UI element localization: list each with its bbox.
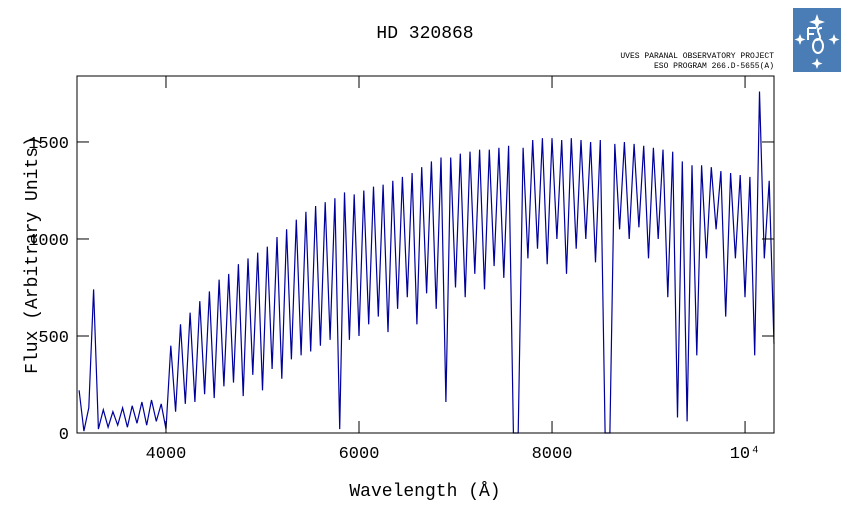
x-tick-label: 10⁴: [730, 445, 761, 464]
subtitle: ESO PROGRAM 266.D-5655(A): [654, 62, 774, 71]
subtitle: UVES PARANAL OBSERVATORY PROJECT: [620, 52, 774, 61]
x-tick-label: 8000: [532, 445, 573, 464]
y-tick-label: 1500: [28, 135, 69, 154]
x-axis-label: Wavelength (Å): [349, 481, 500, 502]
chart-title: HD 320868: [376, 24, 473, 44]
plot-frame: [76, 75, 775, 434]
y-tick-label: 500: [38, 329, 69, 348]
y-tick-label: 0: [59, 426, 69, 445]
plot-area: [78, 91, 775, 434]
spectrum-line: [78, 91, 775, 434]
x-tick-label: 6000: [339, 445, 380, 464]
y-axis-label: Flux (Arbitrary Units): [23, 136, 43, 374]
x-tick-label: 4000: [146, 445, 187, 464]
y-tick-label: 1000: [28, 232, 69, 251]
logo-marks: [794, 14, 840, 69]
